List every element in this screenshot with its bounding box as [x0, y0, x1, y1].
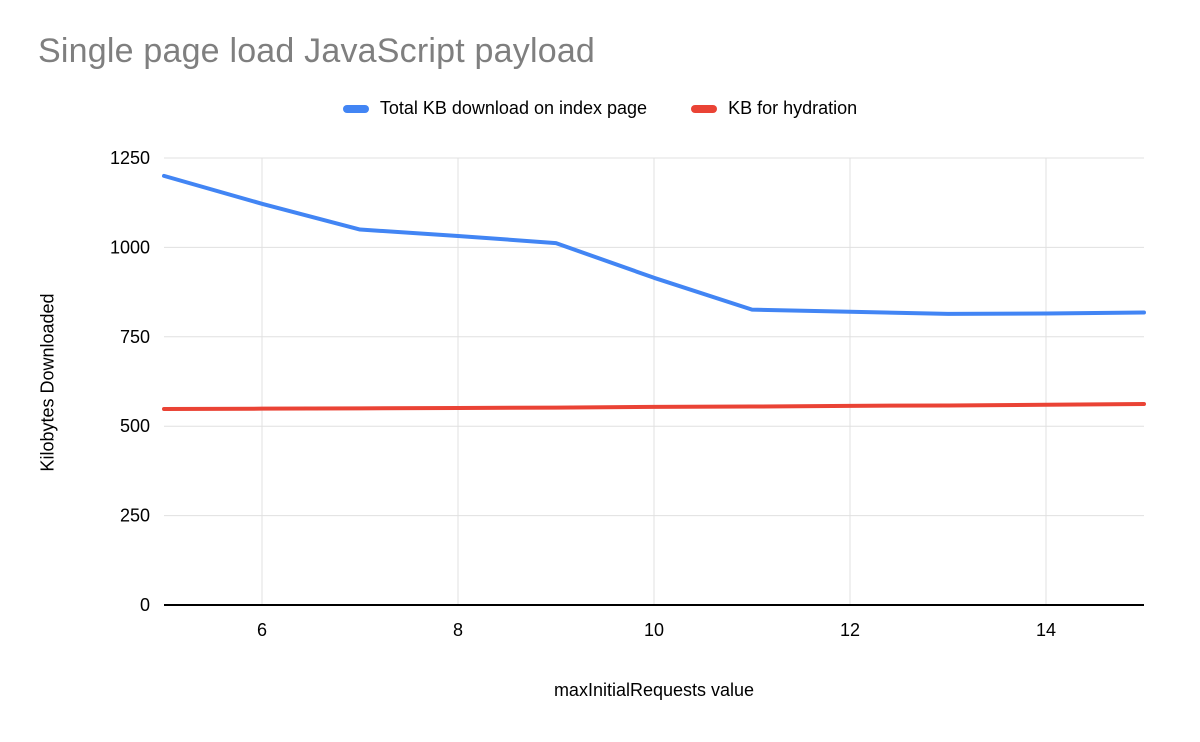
y-tick-label: 1000 [110, 237, 150, 257]
x-tick-label: 10 [644, 620, 664, 640]
y-tick-label: 250 [120, 506, 150, 526]
legend-label-total-kb: Total KB download on index page [379, 98, 648, 118]
legend-item-hydration: KB for hydration [691, 98, 857, 119]
y-tick-label: 1250 [110, 148, 150, 168]
y-tick-label: 0 [140, 595, 150, 615]
x-axis-title: maxInitialRequests value [553, 680, 755, 700]
x-tick-label: 6 [257, 620, 267, 640]
legend-label-hydration: KB for hydration [728, 98, 858, 118]
legend-swatch-blue-icon [342, 104, 369, 113]
x-tick-label: 8 [453, 620, 463, 640]
chart-legend: Total KB download on index page KB for h… [0, 98, 1200, 119]
chart-title: Single page load JavaScript payload [38, 32, 596, 70]
y-axis-title: Kilobytes Downloaded [37, 293, 58, 472]
legend-item-total-kb: Total KB download on index page [342, 98, 648, 119]
x-tick-label: 14 [1036, 620, 1056, 640]
series-line-1 [162, 402, 1146, 412]
y-tick-label: 500 [120, 416, 150, 436]
legend-swatch-red-icon [691, 104, 718, 113]
series-line-0 [162, 173, 1146, 316]
y-tick-label: 750 [120, 327, 150, 347]
x-tick-label: 12 [840, 620, 860, 640]
